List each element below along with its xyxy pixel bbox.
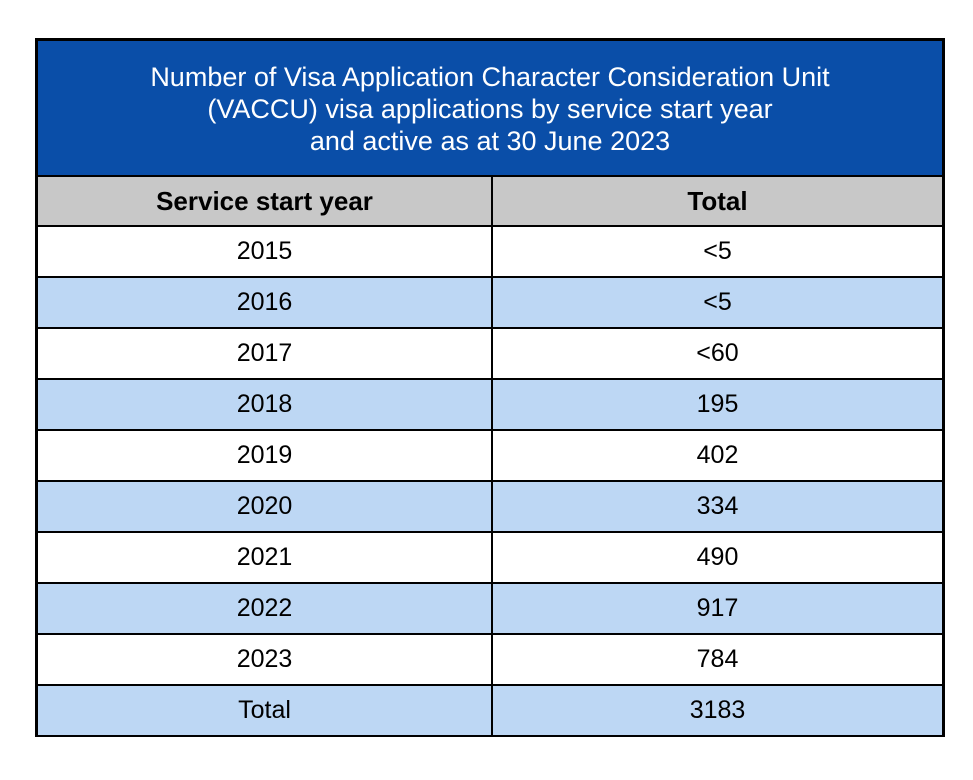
table-row-year-cell: 2015: [38, 227, 491, 276]
table-grid: Service start year Total 2015 <5 2016 <5…: [38, 177, 942, 735]
column-header-service-start-year: Service start year: [38, 177, 491, 225]
table-row-year-cell: 2017: [38, 329, 491, 378]
table-row-year-cell: 2020: [38, 482, 491, 531]
table-row-total-cell: 917: [493, 584, 942, 633]
table-row-total-cell: 334: [493, 482, 942, 531]
table-row-total-cell: <5: [493, 278, 942, 327]
table-row-total-cell: 490: [493, 533, 942, 582]
table-row-total-cell: <5: [493, 227, 942, 276]
table-title-line-1: Number of Visa Application Character Con…: [150, 62, 830, 92]
table-row-year-cell: 2021: [38, 533, 491, 582]
total-row-value: 3183: [493, 686, 942, 735]
table-title-line-3: and active as at 30 June 2023: [309, 126, 671, 156]
table-title: Number of Visa Application Character Con…: [38, 41, 942, 175]
table-row-total-cell: 195: [493, 380, 942, 429]
total-row-label: Total: [38, 686, 491, 735]
column-header-total: Total: [493, 177, 942, 225]
table-row-year-cell: 2022: [38, 584, 491, 633]
table-row-year-cell: 2023: [38, 635, 491, 684]
table-title-line-2: (VACCU) visa applications by service sta…: [207, 94, 773, 124]
table-row-total-cell: 784: [493, 635, 942, 684]
table-row-total-cell: 402: [493, 431, 942, 480]
table-row-total-cell: <60: [493, 329, 942, 378]
table-row-year-cell: 2019: [38, 431, 491, 480]
table-row-year-cell: 2018: [38, 380, 491, 429]
visa-applications-table: Number of Visa Application Character Con…: [35, 38, 945, 737]
table-row-year-cell: 2016: [38, 278, 491, 327]
